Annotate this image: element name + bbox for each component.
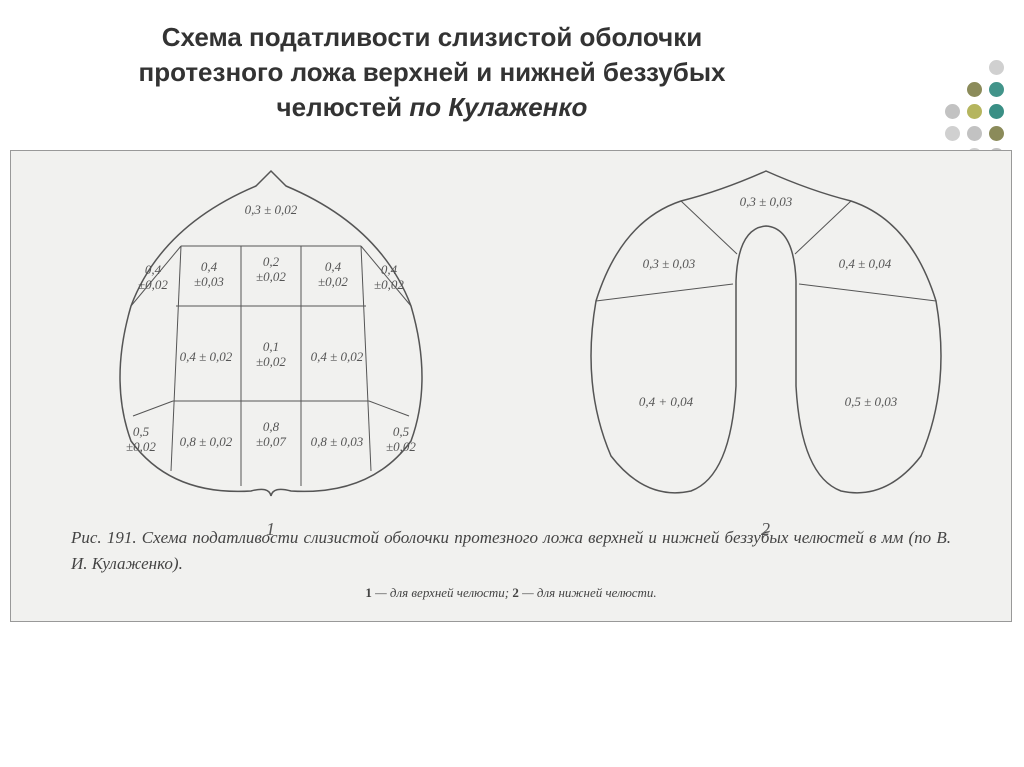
figure-panel: 0,3 ± 0,020,4±0,020,4±0,020,4±0,030,2±0,… [10,150,1012,622]
decor-dot [967,104,982,119]
svg-text:0,8 ± 0,03: 0,8 ± 0,03 [311,434,364,449]
svg-text:0,4 ± 0,04: 0,4 ± 0,04 [839,256,892,271]
svg-text:±0,02: ±0,02 [256,354,286,369]
svg-text:±0,02: ±0,02 [386,439,416,454]
svg-text:±0,02: ±0,02 [318,274,348,289]
svg-text:0,4: 0,4 [145,262,162,277]
decor-dot [967,82,982,97]
svg-text:0,5 ± 0,03: 0,5 ± 0,03 [845,394,898,409]
page-title: Схема податливости слизистой оболочки пр… [40,20,824,125]
svg-text:±0,02: ±0,02 [374,277,404,292]
svg-text:0,8 ± 0,02: 0,8 ± 0,02 [180,434,233,449]
svg-text:0,3 ± 0,03: 0,3 ± 0,03 [740,194,793,209]
svg-text:±0,02: ±0,02 [256,269,286,284]
svg-text:0,3 ± 0,03: 0,3 ± 0,03 [643,256,696,271]
title-line-2: протезного ложа верхней и нижней беззубы… [40,55,824,90]
svg-text:0,5: 0,5 [393,424,410,439]
svg-text:0,3 ± 0,02: 0,3 ± 0,02 [245,202,298,217]
svg-text:0,4 ± 0,02: 0,4 ± 0,02 [180,349,233,364]
svg-text:±0,07: ±0,07 [256,434,286,449]
svg-text:0,4: 0,4 [201,259,218,274]
upper-jaw-diagram: 0,3 ± 0,020,4±0,020,4±0,020,4±0,030,2±0,… [41,156,501,526]
decor-dot [989,104,1004,119]
decor-dot [989,126,1004,141]
title-line-1: Схема податливости слизистой оболочки [40,20,824,55]
svg-text:±0,03: ±0,03 [194,274,224,289]
svg-text:0,5: 0,5 [133,424,150,439]
svg-text:0,1: 0,1 [263,339,279,354]
lower-jaw-diagram: 0,3 ± 0,03 0,3 ± 0,03 0,4 ± 0,04 0,4 + 0,04… [551,156,981,526]
svg-text:±0,02: ±0,02 [126,439,156,454]
svg-text:0,4 + 0,04: 0,4 + 0,04 [639,394,694,409]
title-line-3: челюстей по Кулаженко [40,90,824,125]
decor-dot [945,104,960,119]
decor-dot [989,82,1004,97]
figure-caption: Рис. 191. Схема податливости слизистой о… [71,525,951,576]
svg-text:0,4: 0,4 [325,259,342,274]
svg-text:0,4 ± 0,02: 0,4 ± 0,02 [311,349,364,364]
decor-dot [945,126,960,141]
svg-text:±0,02: ±0,02 [138,277,168,292]
decor-dot [967,126,982,141]
decor-dot [989,60,1004,75]
svg-text:0,8: 0,8 [263,419,280,434]
svg-text:0,4: 0,4 [381,262,398,277]
svg-text:0,2: 0,2 [263,254,280,269]
figure-subcaption: 1 — для верхней челюсти; 2 — для нижней … [71,585,951,601]
